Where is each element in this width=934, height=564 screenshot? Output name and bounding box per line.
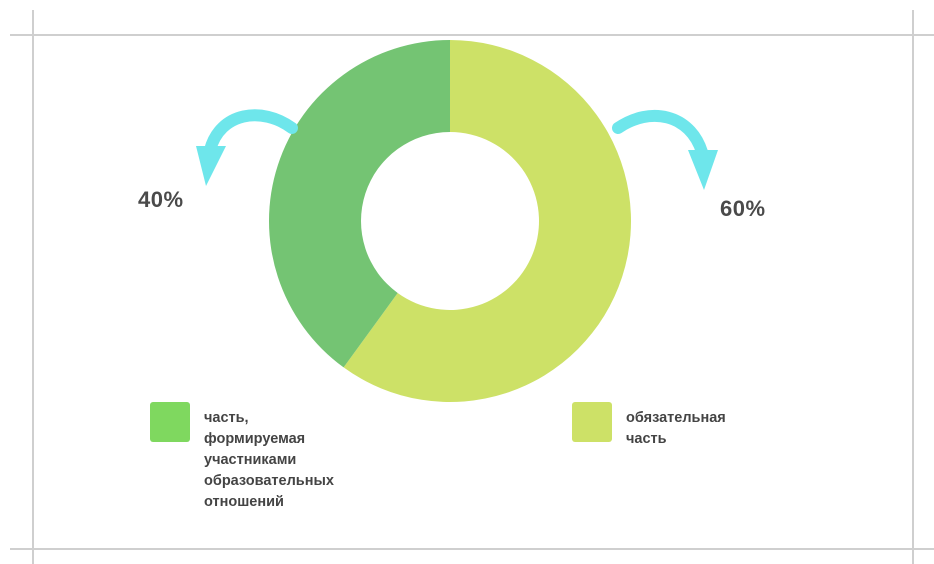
- right-curved-arrow: [612, 109, 718, 190]
- legend-line: обязательная: [626, 410, 726, 426]
- frame-top-rule: [10, 34, 934, 36]
- donut-slice-0: [343, 40, 631, 402]
- left-curved-arrow: [196, 109, 298, 186]
- donut-slice-1: [269, 40, 450, 368]
- left-percent-label: 40%: [138, 187, 184, 212]
- legend-label-mandatory-part: обязательная часть: [626, 408, 806, 450]
- legend-line: формируемая: [204, 431, 306, 447]
- donut-slices: [269, 40, 631, 402]
- legend-line: участниками: [204, 452, 297, 468]
- legend-line: образовательных: [204, 473, 334, 489]
- legend-item-variable-part: часть, формируемая участниками образоват…: [150, 402, 384, 513]
- frame-right-rule: [912, 10, 914, 564]
- legend-swatch-variable-part: [150, 402, 190, 442]
- right-percent-label: 60%: [720, 196, 766, 221]
- legend-line: часть,: [204, 410, 249, 426]
- legend-label-variable-part: часть, формируемая участниками образоват…: [204, 408, 384, 513]
- legend-swatch-mandatory-part: [572, 402, 612, 442]
- legend-line: часть: [626, 431, 667, 447]
- frame-left-rule: [32, 10, 34, 564]
- legend-line: отношений: [204, 494, 284, 510]
- frame-bottom-rule: [10, 548, 934, 550]
- legend-item-mandatory-part: обязательная часть: [572, 402, 806, 450]
